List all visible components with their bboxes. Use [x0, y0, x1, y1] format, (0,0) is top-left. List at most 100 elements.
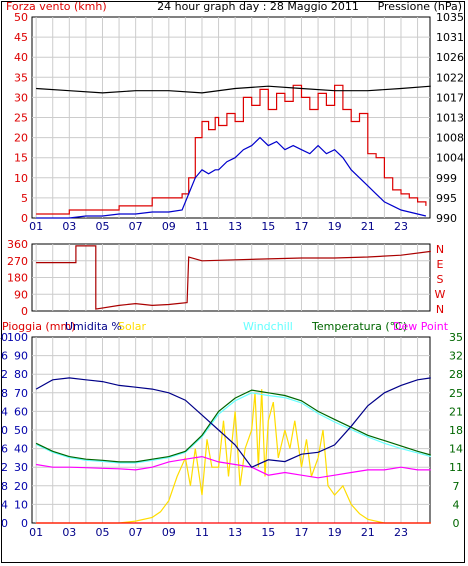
humidity-y-tick-80: 80 — [14, 368, 28, 381]
temp-y-tick-0: 0 — [453, 517, 460, 530]
rain-y-tick-4: 4 — [1, 498, 8, 511]
temp-x-tick-07: 07 — [129, 526, 143, 539]
direction-y-tick-90: 90 — [14, 288, 28, 301]
temp-y-tick-21: 21 — [449, 405, 463, 418]
temp-y-tick-25: 25 — [449, 387, 463, 400]
wind-gust-line — [36, 136, 427, 219]
temp-x-tick-09: 09 — [162, 526, 176, 539]
windchill-line — [35, 392, 431, 464]
temp-x-tick-21: 21 — [361, 526, 375, 539]
compass-tick-N: N — [436, 303, 444, 316]
wind-x-tick-01: 01 — [29, 220, 43, 233]
direction-y-tick-180: 180 — [7, 272, 28, 285]
wind-y-tick-5: 5 — [21, 192, 28, 205]
humidity-y-tick-100: 100 — [7, 331, 28, 344]
rain-y-tick-12: 12 — [0, 461, 8, 474]
pressure-y-tick-1026: 1026 — [436, 51, 464, 64]
temp-y-tick-32: 32 — [449, 350, 463, 363]
temp-x-tick-01: 01 — [29, 526, 43, 539]
rain-y-tick-28: 28 — [0, 387, 8, 400]
temp-x-tick-17: 17 — [294, 526, 308, 539]
direction-y-tick-360: 360 — [7, 238, 28, 251]
temp-x-tick-11: 11 — [195, 526, 209, 539]
temp-x-tick-15: 15 — [261, 526, 275, 539]
temp-y-tick-14: 14 — [449, 443, 463, 456]
pressure-y-tick-999: 999 — [436, 172, 457, 185]
humidity-y-tick-40: 40 — [14, 443, 28, 456]
wind-x-tick-05: 05 — [95, 220, 109, 233]
temp-x-tick-19: 19 — [328, 526, 342, 539]
humidity-y-tick-10: 10 — [14, 498, 28, 511]
compass-tick-W: W — [435, 288, 446, 301]
wind-y-tick-45: 45 — [14, 31, 28, 44]
wind-y-tick-50: 50 — [14, 11, 28, 24]
chart1-title: 24 hour graph day : 28 Maggio 2011 — [157, 0, 359, 13]
pressure-y-tick-1035: 1035 — [436, 11, 464, 24]
wind-x-tick-11: 11 — [195, 220, 209, 233]
temp-x-tick-13: 13 — [228, 526, 242, 539]
wind-axis-label: Forza vento (kmh) — [6, 0, 107, 13]
wind-x-tick-19: 19 — [328, 220, 342, 233]
temperature-humidity-chart: 0481216202428323640010203040506070809010… — [0, 331, 463, 539]
wind-y-tick-15: 15 — [14, 152, 28, 165]
dewpoint-line — [36, 455, 431, 479]
temp-y-tick-11: 11 — [449, 461, 463, 474]
rain-y-tick-32: 32 — [0, 368, 8, 381]
wind-y-tick-20: 20 — [14, 132, 28, 145]
rain-y-tick-16: 16 — [0, 443, 8, 456]
humidity-y-tick-60: 60 — [14, 405, 28, 418]
solar-line — [36, 389, 431, 524]
wind-x-tick-17: 17 — [294, 220, 308, 233]
wind-x-tick-23: 23 — [394, 220, 408, 233]
temp-y-tick-35: 35 — [449, 331, 463, 344]
wind-x-tick-15: 15 — [261, 220, 275, 233]
compass-tick-E: E — [437, 258, 444, 271]
temp-y-tick-4: 4 — [453, 498, 460, 511]
temp-x-tick-03: 03 — [62, 526, 76, 539]
wind-y-tick-40: 40 — [14, 51, 28, 64]
pressure-y-tick-995: 995 — [436, 192, 457, 205]
temp-x-tick-05: 05 — [95, 526, 109, 539]
humidity-y-tick-70: 70 — [14, 387, 28, 400]
temp-x-tick-23: 23 — [394, 526, 408, 539]
pressure-axis-label: Pressione (hPa) — [378, 0, 462, 13]
pressure-y-tick-1022: 1022 — [436, 71, 464, 84]
legend-humidity: Umidita % — [65, 320, 122, 333]
humidity-y-tick-90: 90 — [14, 350, 28, 363]
pressure-y-tick-1031: 1031 — [436, 31, 464, 44]
rain-axis-label: Pioggia (mm) — [2, 320, 75, 333]
wind-x-tick-07: 07 — [129, 220, 143, 233]
pressure-y-tick-1008: 1008 — [436, 132, 464, 145]
temp-y-tick-28: 28 — [449, 368, 463, 381]
wind-y-tick-0: 0 — [21, 212, 28, 225]
wind-pressure-chart: 0510152025303540455099099599910041008101… — [14, 11, 464, 233]
wind-x-tick-21: 21 — [361, 220, 375, 233]
direction-y-tick-0: 0 — [21, 305, 28, 318]
legend-solar: Solar — [118, 320, 147, 333]
compass-tick-N: N — [436, 243, 444, 256]
wind-y-tick-25: 25 — [14, 112, 28, 125]
wind-y-tick-30: 30 — [14, 91, 28, 104]
humidity-y-tick-30: 30 — [14, 461, 28, 474]
pressure-line — [36, 85, 431, 94]
rain-y-tick-0: 0 — [1, 517, 8, 530]
rain-y-tick-24: 24 — [0, 405, 8, 418]
rain-y-tick-8: 8 — [1, 480, 8, 493]
wind-y-tick-35: 35 — [14, 71, 28, 84]
wind-x-tick-13: 13 — [228, 220, 242, 233]
pressure-y-tick-1017: 1017 — [436, 91, 464, 104]
legend-temperature: Temperatura (°C) — [311, 320, 407, 333]
compass-tick-S: S — [437, 273, 444, 286]
humidity-y-tick-50: 50 — [14, 424, 28, 437]
wind-x-tick-09: 09 — [162, 220, 176, 233]
humidity-y-tick-20: 20 — [14, 480, 28, 493]
humidity-y-tick-0: 0 — [21, 517, 28, 530]
pressure-y-tick-1013: 1013 — [436, 112, 464, 125]
rain-y-tick-20: 20 — [0, 424, 8, 437]
humidity-line — [35, 377, 431, 468]
temp-y-tick-18: 18 — [449, 424, 463, 437]
legend-dewpoint: Dew Point — [393, 320, 449, 333]
